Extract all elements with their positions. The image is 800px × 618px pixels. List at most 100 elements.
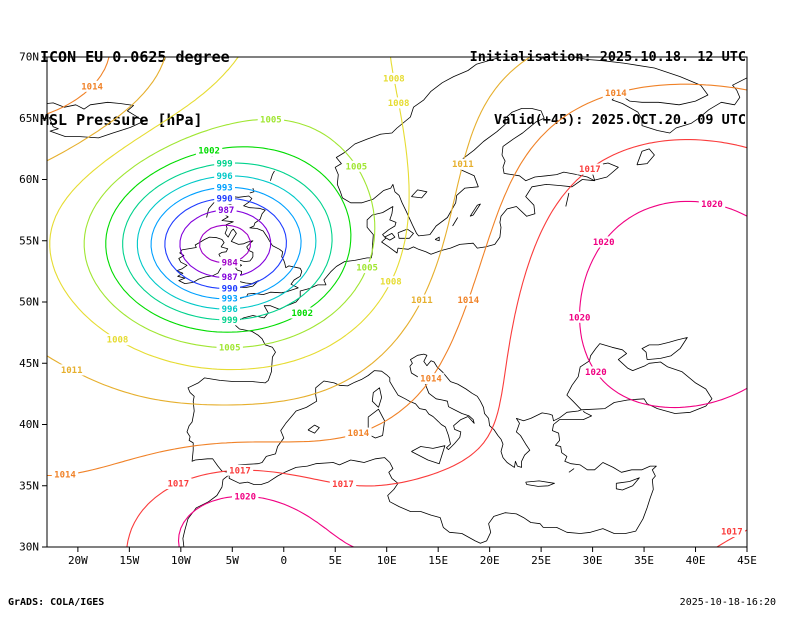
coastlines [47, 57, 747, 547]
contour-label-mask [602, 87, 630, 99]
contour-label-mask [698, 198, 726, 210]
contour-label: 1008 [388, 99, 410, 109]
contour-label: 1011 [452, 160, 474, 170]
contour-label-mask [215, 204, 237, 216]
contour-label: 987 [222, 273, 238, 283]
contour-993 [150, 186, 302, 300]
contour-label-mask [58, 364, 85, 376]
lon-tick-label: 0 [280, 554, 287, 567]
contour-label-mask [576, 163, 604, 175]
contour-label-mask [377, 276, 405, 288]
lon-tick-label: 5W [226, 554, 240, 567]
contour-label-mask [329, 478, 357, 490]
lon-tick-label: 20W [68, 554, 88, 567]
lon-tick-label: 35E [634, 554, 654, 567]
contour-label: 1002 [198, 147, 220, 157]
contour-label: 996 [216, 172, 232, 182]
contour-label-mask [104, 334, 131, 346]
contour-label-mask [449, 158, 476, 170]
lat-tick-label: 70N [19, 51, 39, 64]
contour-label: 1017 [579, 165, 601, 175]
contour-label: 1017 [721, 527, 743, 537]
contour-label-mask [417, 373, 445, 385]
contour-label: 1014 [54, 471, 76, 481]
contour-label: 999 [216, 160, 232, 170]
contour-1017 [126, 139, 747, 547]
lon-tick-label: 15E [428, 554, 448, 567]
contour-label: 987 [218, 206, 234, 216]
contour-label-mask [165, 478, 192, 489]
lon-tick-label: 30E [583, 554, 603, 567]
contour-label-mask [582, 366, 610, 378]
contour-label-mask [219, 293, 241, 305]
contour-label-mask [226, 464, 254, 476]
contour-label-mask [78, 80, 106, 92]
lon-tick-label: 15W [119, 554, 139, 567]
contour-label-mask [219, 282, 241, 294]
contour-996 [136, 175, 317, 310]
grads-credit: GrADS: COLA/IGES [8, 597, 105, 608]
field-title: MSL Pressure [hPa] [40, 111, 203, 129]
contour-label-mask [219, 256, 241, 268]
contour-label-mask [718, 525, 745, 537]
lon-tick-label: 40E [686, 554, 706, 567]
contour-label-mask [214, 182, 235, 193]
lon-tick-label: 10E [377, 554, 397, 567]
contour-label-mask [385, 97, 412, 109]
contour-label: 1014 [81, 82, 103, 92]
contour-label: 1017 [167, 480, 189, 490]
contour-label-mask [257, 113, 285, 125]
contour-label-mask [216, 342, 243, 354]
contour-label: 1005 [346, 162, 368, 172]
valid-time: Valid(+45): 2025.OCT.20. 09 UTC [494, 112, 746, 128]
contour-label-mask [195, 145, 223, 157]
contour-1005 [83, 118, 376, 349]
lon-tick-label: 20E [480, 554, 500, 567]
lon-tick-label: 25E [531, 554, 551, 567]
contour-label-mask [219, 314, 241, 326]
contour-label: 1020 [585, 368, 607, 378]
contour-1014 [47, 57, 747, 477]
contour-label-mask [566, 311, 593, 323]
contour-label-mask [232, 490, 259, 502]
contour-label: 1011 [411, 296, 433, 306]
coastline-path [47, 57, 747, 547]
contour-label: 1017 [229, 466, 251, 476]
contour-label-mask [455, 294, 482, 306]
contour-label: 984 [222, 258, 239, 268]
contour-label: 1011 [61, 366, 83, 376]
contour-label-mask [214, 193, 235, 204]
contour-label: 993 [216, 184, 232, 194]
contour-1011 [47, 57, 531, 406]
contour-label: 1014 [457, 296, 479, 306]
contour-label: 1005 [260, 115, 282, 125]
contour-label: 1020 [569, 313, 591, 323]
longitude-axis: 20W 15W 10W 5W 0 5E 10E 15E 20E 25E 30E 35E 40E 45E [68, 547, 757, 567]
contour-label-mask [214, 170, 235, 182]
contour-label-mask [51, 469, 79, 481]
contour-label-mask [214, 158, 235, 170]
contour-label: 1002 [291, 309, 313, 319]
contour-label-mask [380, 72, 408, 84]
lon-tick-label: 5E [329, 554, 342, 567]
contour-label-mask [289, 307, 316, 319]
lat-tick-label: 35N [19, 479, 39, 492]
map-frame [46, 56, 748, 548]
contour-label: 1014 [348, 429, 370, 439]
contour-label: 1008 [383, 74, 405, 84]
contour-label: 993 [222, 295, 238, 305]
creation-timestamp: 2025-10-18-16:20 [679, 597, 776, 608]
contour-label: 990 [222, 284, 238, 294]
contour-label-mask [345, 427, 372, 439]
lat-tick-label: 60N [19, 173, 39, 186]
contour-label: 1014 [605, 89, 627, 99]
contour-labels: 9849879879909909939939969969999991002100… [51, 72, 745, 537]
contour-label: 1008 [380, 278, 402, 288]
contour-999 [122, 162, 333, 321]
latitude-axis: 70N 65N 60N 55N 50N 45N 40N 35N 30N [19, 51, 47, 554]
contour-label: 1005 [356, 264, 378, 274]
lat-tick-label: 30N [19, 541, 39, 554]
contour-label: 999 [222, 316, 238, 326]
